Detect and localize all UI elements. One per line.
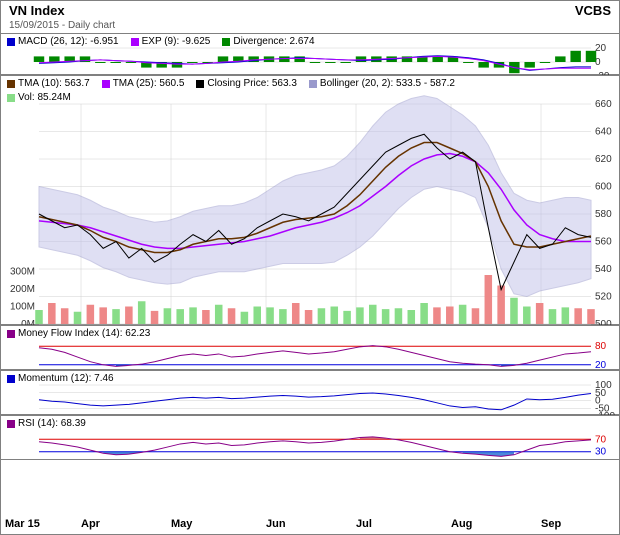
momentum-panel: Momentum (12): 7.46 -100-50050100 xyxy=(1,370,619,415)
mfi-panel: Money Flow Index (14): 62.23 8020 xyxy=(1,325,619,370)
svg-text:100: 100 xyxy=(595,380,612,391)
svg-text:560: 560 xyxy=(595,237,612,248)
svg-text:20: 20 xyxy=(595,43,607,54)
chart-source: VCBS xyxy=(575,3,611,18)
mfi-legend: Money Flow Index (14): 62.23 xyxy=(7,328,150,339)
svg-text:300M: 300M xyxy=(10,267,35,278)
price-panel: TMA (10): 563.7TMA (25): 560.5Closing Pr… xyxy=(1,75,619,325)
svg-text:30: 30 xyxy=(595,447,607,458)
svg-text:200M: 200M xyxy=(10,284,35,295)
macd-panel: MACD (26, 12): -6.951EXP (9): -9.625Dive… xyxy=(1,33,619,75)
svg-text:100M: 100M xyxy=(10,302,35,313)
chart-title: VN Index xyxy=(9,3,65,18)
svg-text:520: 520 xyxy=(595,292,612,303)
svg-text:540: 540 xyxy=(595,264,612,275)
svg-text:580: 580 xyxy=(595,209,612,220)
svg-text:70: 70 xyxy=(595,434,607,445)
rsi-legend: RSI (14): 68.39 xyxy=(7,418,86,429)
svg-text:640: 640 xyxy=(595,127,612,138)
chart-container: VN Index VCBS 15/09/2015 - Daily chart M… xyxy=(0,0,620,535)
svg-text:80: 80 xyxy=(595,341,607,352)
x-axis: Mar 15AprMayJunJulAugSep xyxy=(1,518,619,534)
macd-legend: MACD (26, 12): -6.951EXP (9): -9.625Dive… xyxy=(7,36,315,47)
price-legend: TMA (10): 563.7TMA (25): 560.5Closing Pr… xyxy=(7,78,455,89)
svg-text:600: 600 xyxy=(595,182,612,193)
chart-header: VN Index VCBS xyxy=(1,1,619,20)
svg-text:620: 620 xyxy=(595,154,612,165)
chart-subheader: 15/09/2015 - Daily chart xyxy=(1,20,619,33)
momentum-legend: Momentum (12): 7.46 xyxy=(7,373,114,384)
svg-text:660: 660 xyxy=(595,99,612,110)
rsi-panel: RSI (14): 68.39 70 30 xyxy=(1,415,619,460)
